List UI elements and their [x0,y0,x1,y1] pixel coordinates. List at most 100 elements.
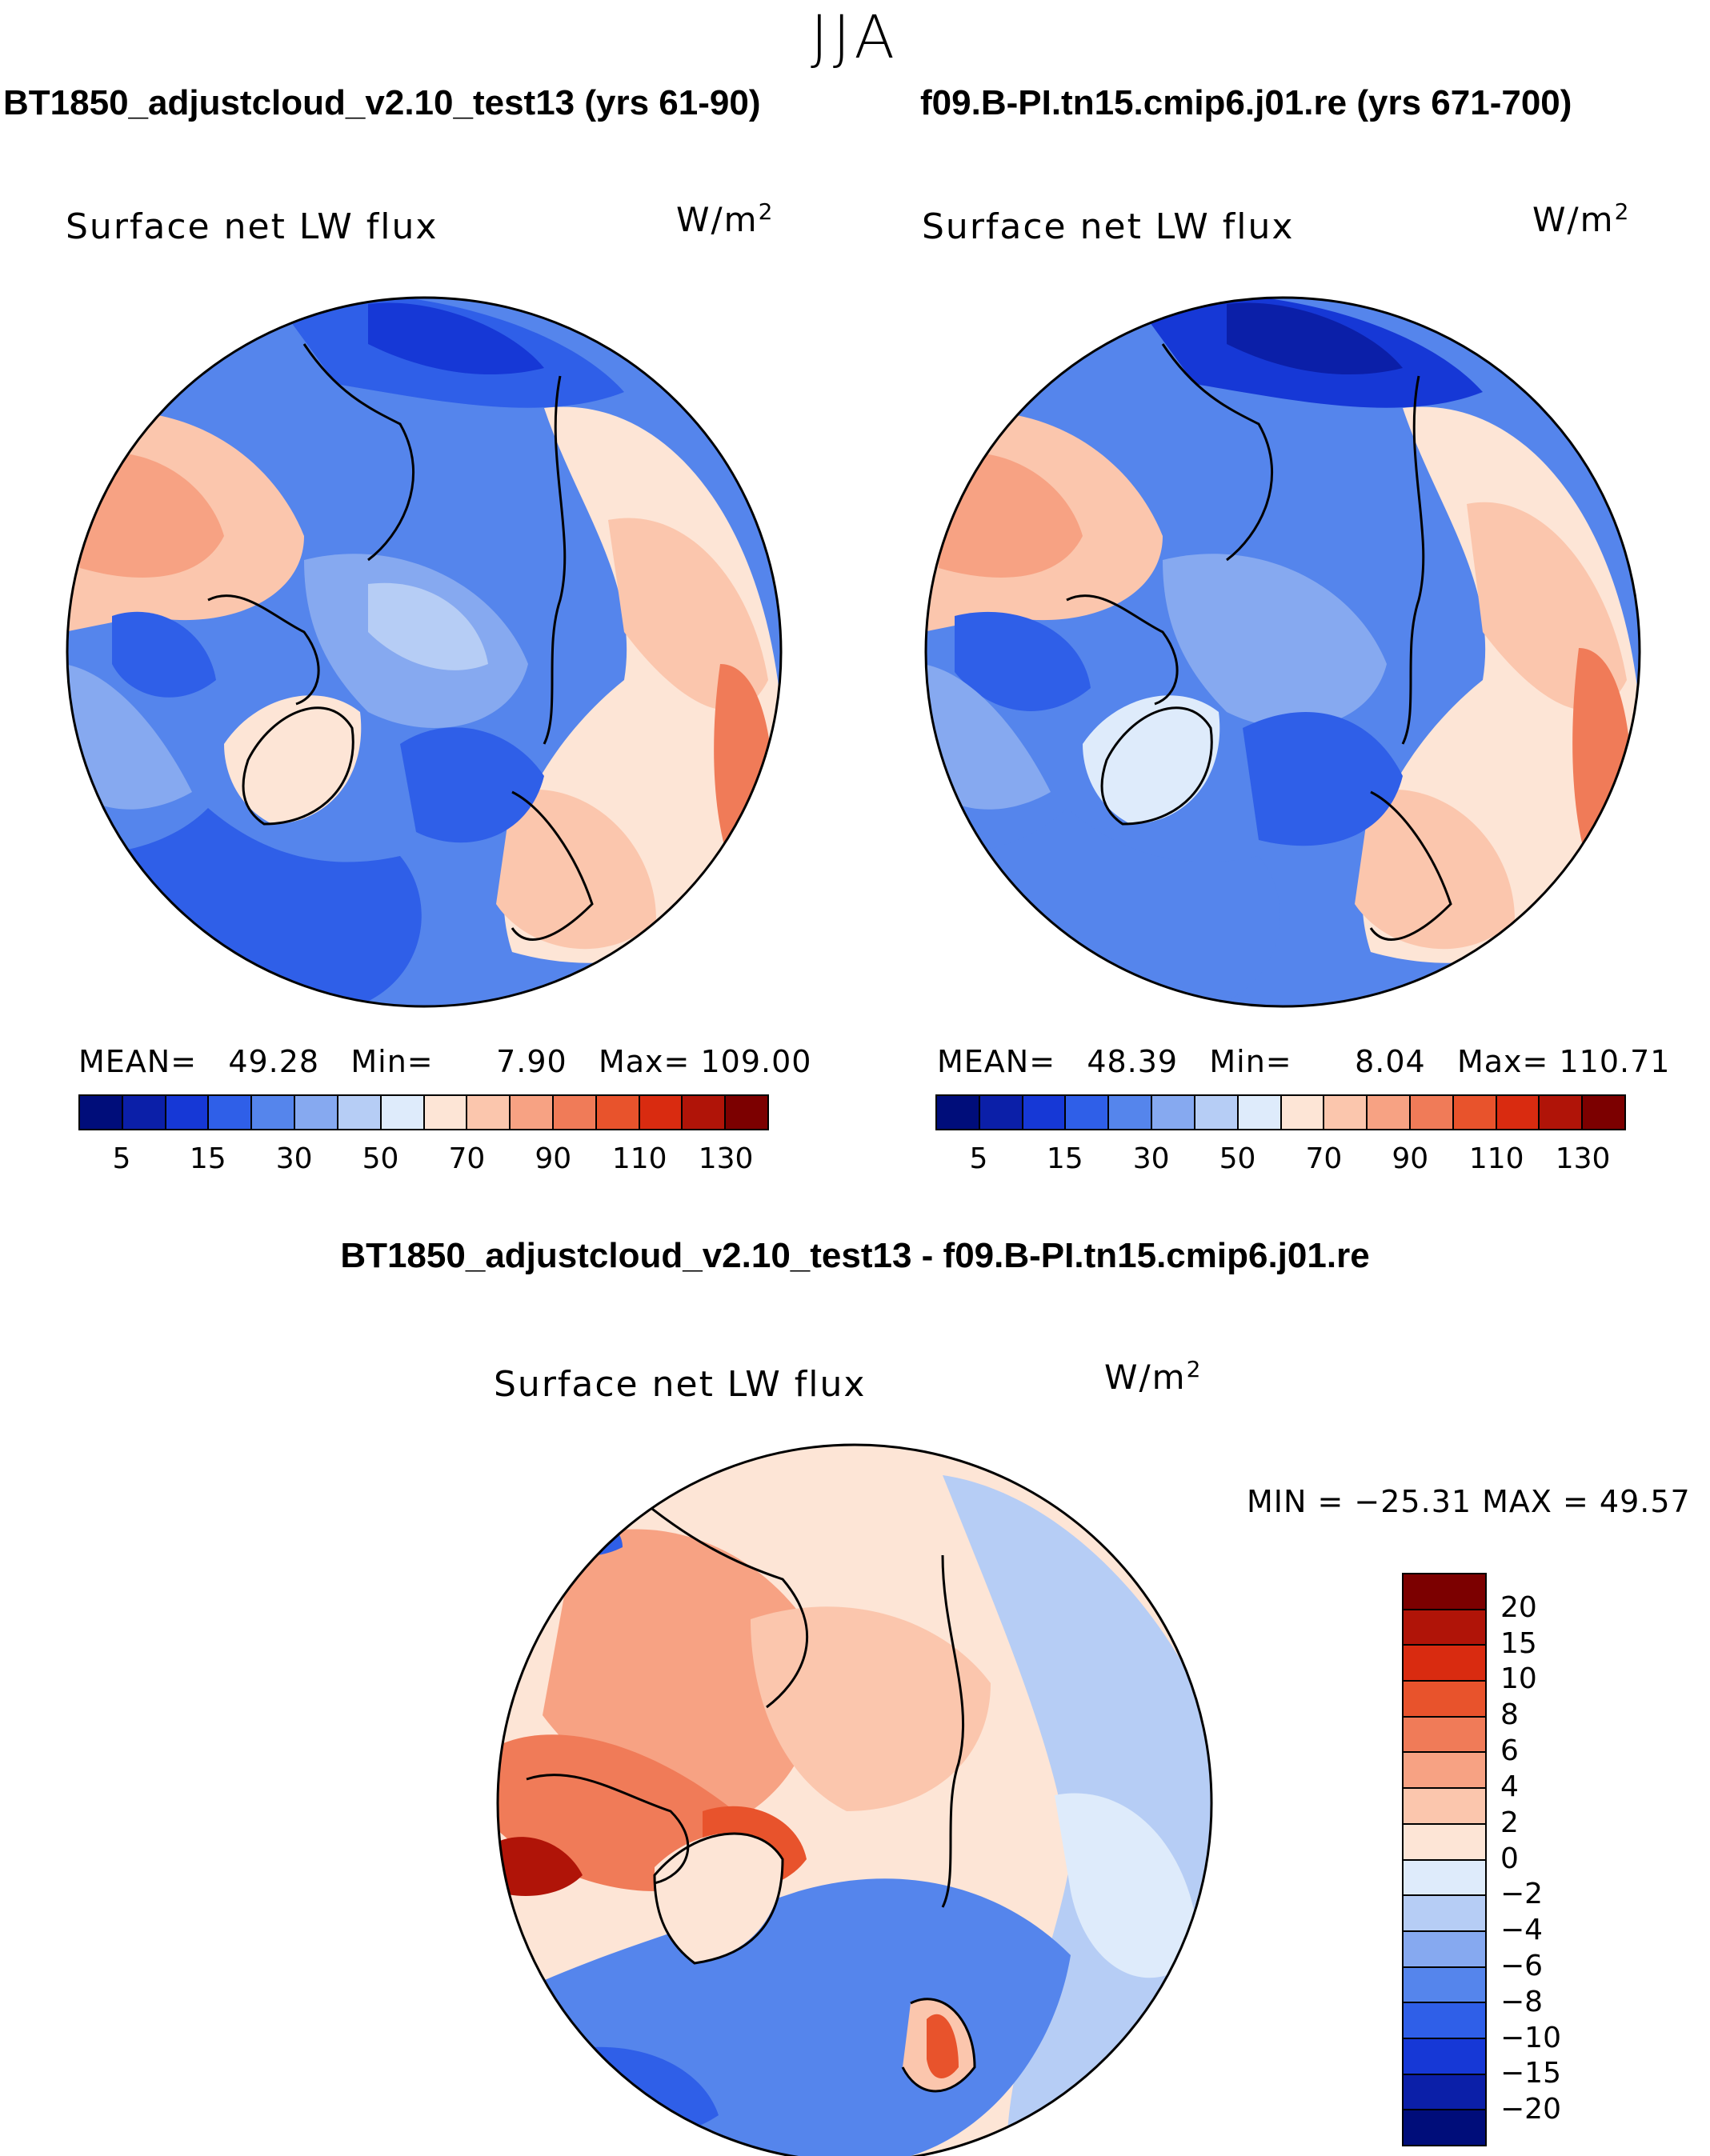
diff-colorbar-tick-label: −8 [1500,1985,1544,2018]
colorbar-tick-label: 5 [969,1142,988,1175]
diff-title: BT1850_adjustcloud_v2.10_test13 - f09.B-… [340,1236,1370,1275]
map-diff [496,1443,1213,2156]
diff-colorbar-tick-label: −4 [1500,1914,1544,1947]
diff-colorbar-box-6 [1404,1789,1485,1825]
diff-colorbar-tick-label: 20 [1500,1590,1537,1624]
colorbar-box-6 [338,1096,382,1129]
diff-colorbar-tick-label: 8 [1500,1698,1519,1732]
diff-colorbar-tick-label: 15 [1500,1626,1537,1660]
diff-colorbar-box-12 [1404,2003,1485,2039]
colorbar-box-4 [252,1096,296,1129]
colorbar-box-3 [209,1096,253,1129]
colorbar-box-2 [1023,1096,1067,1129]
colorbar-box-15 [1583,1096,1624,1129]
colorbar-panel-1 [78,1094,769,1130]
map-panel-2 [924,296,1641,1008]
colorbar-box-7 [381,1096,425,1129]
diff-variable: Surface net LW flux [494,1364,867,1405]
colorbar-box-2 [166,1096,210,1129]
colorbar-box-15 [726,1096,767,1129]
panel-2-stats: MEAN= 48.39 Min= 8.04 Max= 110.71 [937,1044,1671,1079]
colorbar-tick-label: 70 [1305,1142,1343,1175]
diff-colorbar-box-15 [1404,2110,1485,2145]
diff-colorbar-box-4 [1404,1717,1485,1754]
diff-colorbar-tick-label: −20 [1500,2093,1561,2126]
colorbar-box-3 [1066,1096,1110,1129]
colorbar-box-10 [511,1096,554,1129]
diff-colorbar-box-7 [1404,1824,1485,1861]
diff-colorbar-tick-label: −15 [1500,2057,1561,2090]
colorbar-tick-label: 50 [1219,1142,1256,1175]
panel-2-unit: W/m2 [1532,198,1631,239]
diff-colorbar-box-9 [1404,1896,1485,1932]
colorbar-box-5 [295,1096,338,1129]
colorbar-tick-label: 50 [362,1142,399,1175]
map-panel-1 [66,296,783,1008]
diff-colorbar-tick-label: 10 [1500,1662,1537,1696]
colorbar-tick-label: 5 [112,1142,131,1175]
colorbar-diff-ticks: 20 15 10 8 6 4 2 0 −2 −4 −6 −8 −10 −15 −20 [1500,1573,1596,2146]
diff-colorbar-box-10 [1404,1931,1485,1968]
colorbar-box-11 [1410,1096,1454,1129]
diff-colorbar-box-5 [1404,1753,1485,1790]
diff-colorbar-box-3 [1404,1682,1485,1718]
colorbar-box-13 [639,1096,683,1129]
colorbar-tick-label: 30 [1132,1142,1170,1175]
diff-unit: W/m2 [1104,1356,1203,1397]
colorbar-box-10 [1368,1096,1411,1129]
panel-1-unit: W/m2 [676,198,775,239]
colorbar-box-1 [122,1096,166,1129]
colorbar-tick-label: 30 [275,1142,313,1175]
diff-colorbar-box-8 [1404,1860,1485,1897]
diff-colorbar-box-1 [1404,1610,1485,1646]
panel-2-variable: Surface net LW flux [922,206,1295,247]
diff-colorbar-box-11 [1404,1967,1485,2004]
colorbar-box-8 [1281,1096,1325,1129]
diff-colorbar-tick-label: −10 [1500,2021,1561,2054]
diff-colorbar-tick-label: −6 [1500,1949,1544,1982]
diff-colorbar-tick-label: 4 [1500,1770,1519,1803]
colorbar-tick-label: 110 [1468,1142,1524,1175]
colorbar-box-4 [1109,1096,1153,1129]
colorbar-tick-label: 90 [1392,1142,1429,1175]
colorbar-box-9 [1324,1096,1368,1129]
colorbar-diff [1402,1573,1487,2146]
diff-colorbar-tick-label: 2 [1500,1806,1519,1839]
colorbar-tick-label: 130 [698,1142,754,1175]
colorbar-box-14 [1540,1096,1584,1129]
colorbar-box-1 [979,1096,1023,1129]
panel-1-title: BT1850_adjustcloud_v2.10_test13 (yrs 61-… [3,83,761,122]
colorbar-box-13 [1496,1096,1540,1129]
colorbar-box-8 [424,1096,468,1129]
diff-colorbar-box-14 [1404,2074,1485,2111]
colorbar-tick-label: 90 [535,1142,572,1175]
diff-colorbar-box-0 [1404,1574,1485,1610]
colorbar-tick-label: 70 [448,1142,486,1175]
colorbar-box-11 [553,1096,597,1129]
colorbar-box-5 [1152,1096,1195,1129]
colorbar-panel-2 [935,1094,1626,1130]
colorbar-box-14 [683,1096,727,1129]
colorbar-tick-label: 110 [611,1142,667,1175]
diff-colorbar-box-2 [1404,1646,1485,1682]
panel-1-variable: Surface net LW flux [66,206,439,247]
diff-colorbar-tick-label: −2 [1500,1878,1544,1911]
colorbar-box-12 [1453,1096,1497,1129]
diff-stats: MIN = −25.31 MAX = 49.57 [1247,1484,1691,1519]
colorbar-box-0 [937,1096,980,1129]
panel-1-stats: MEAN= 49.28 Min= 7.90 Max= 109.00 [78,1044,812,1079]
colorbar-tick-label: 130 [1555,1142,1611,1175]
diff-colorbar-box-13 [1404,2038,1485,2075]
colorbar-box-7 [1238,1096,1282,1129]
diff-colorbar-tick-label: 6 [1500,1734,1519,1768]
season-title: JJA [811,3,899,72]
colorbar-tick-label: 15 [1046,1142,1083,1175]
colorbar-panel-1-ticks: 5 15 30 50 70 90 110 130 [78,1142,769,1182]
colorbar-box-9 [467,1096,511,1129]
diff-colorbar-tick-label: 0 [1500,1842,1519,1875]
panel-2-title: f09.B-PI.tn15.cmip6.j01.re (yrs 671-700) [920,83,1572,122]
colorbar-tick-label: 15 [189,1142,226,1175]
colorbar-box-12 [596,1096,640,1129]
colorbar-box-0 [80,1096,123,1129]
colorbar-panel-2-ticks: 5 15 30 50 70 90 110 130 [935,1142,1626,1182]
